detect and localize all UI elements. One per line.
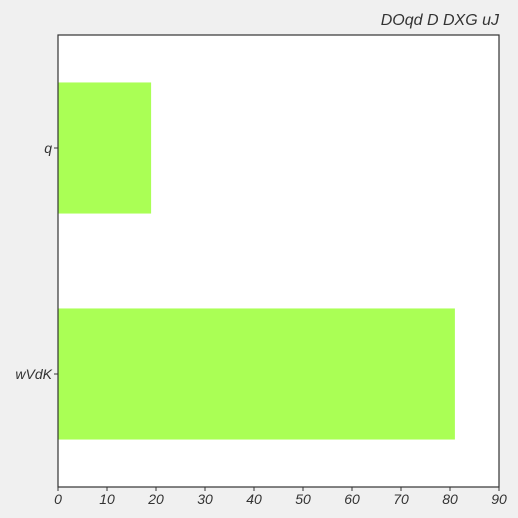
x-tick-label: 90 (491, 491, 507, 507)
y-axis: q wVdK (15, 140, 58, 382)
chart-title: DOqd D DXG uJ (381, 12, 500, 29)
x-tick-label: 10 (99, 491, 115, 507)
x-tick-label: 70 (393, 491, 409, 507)
bar-wVdK (58, 308, 455, 440)
x-tick-label: 30 (197, 491, 213, 507)
bars-layer (58, 82, 455, 440)
y-tick-label: wVdK (15, 366, 52, 382)
x-axis: 0 10 20 30 40 50 60 70 80 90 (54, 487, 507, 507)
x-tick-label: 40 (246, 491, 262, 507)
x-tick-label: 60 (344, 491, 360, 507)
bar-q (58, 82, 152, 214)
x-tick-label: 0 (54, 491, 62, 507)
x-tick-label: 80 (442, 491, 458, 507)
y-tick-label: q (44, 140, 52, 156)
plot-frame (57, 34, 500, 488)
x-tick-label: 50 (295, 491, 311, 507)
x-tick-label: 20 (147, 491, 164, 507)
